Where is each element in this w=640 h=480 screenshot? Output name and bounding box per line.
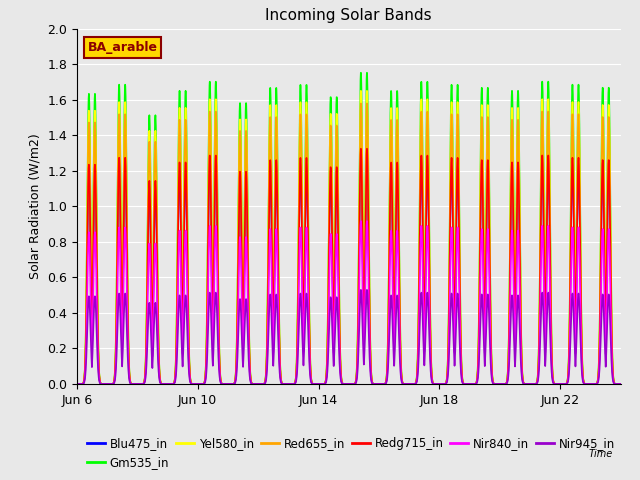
Legend: Blu475_in, Gm535_in, Yel580_in, Red655_in, Redg715_in, Nir840_in, Nir945_in: Blu475_in, Gm535_in, Yel580_in, Red655_i… xyxy=(83,432,620,474)
Text: Time: Time xyxy=(589,449,613,459)
Title: Incoming Solar Bands: Incoming Solar Bands xyxy=(266,9,432,24)
Y-axis label: Solar Radiation (W/m2): Solar Radiation (W/m2) xyxy=(29,133,42,279)
Text: BA_arable: BA_arable xyxy=(88,41,157,54)
